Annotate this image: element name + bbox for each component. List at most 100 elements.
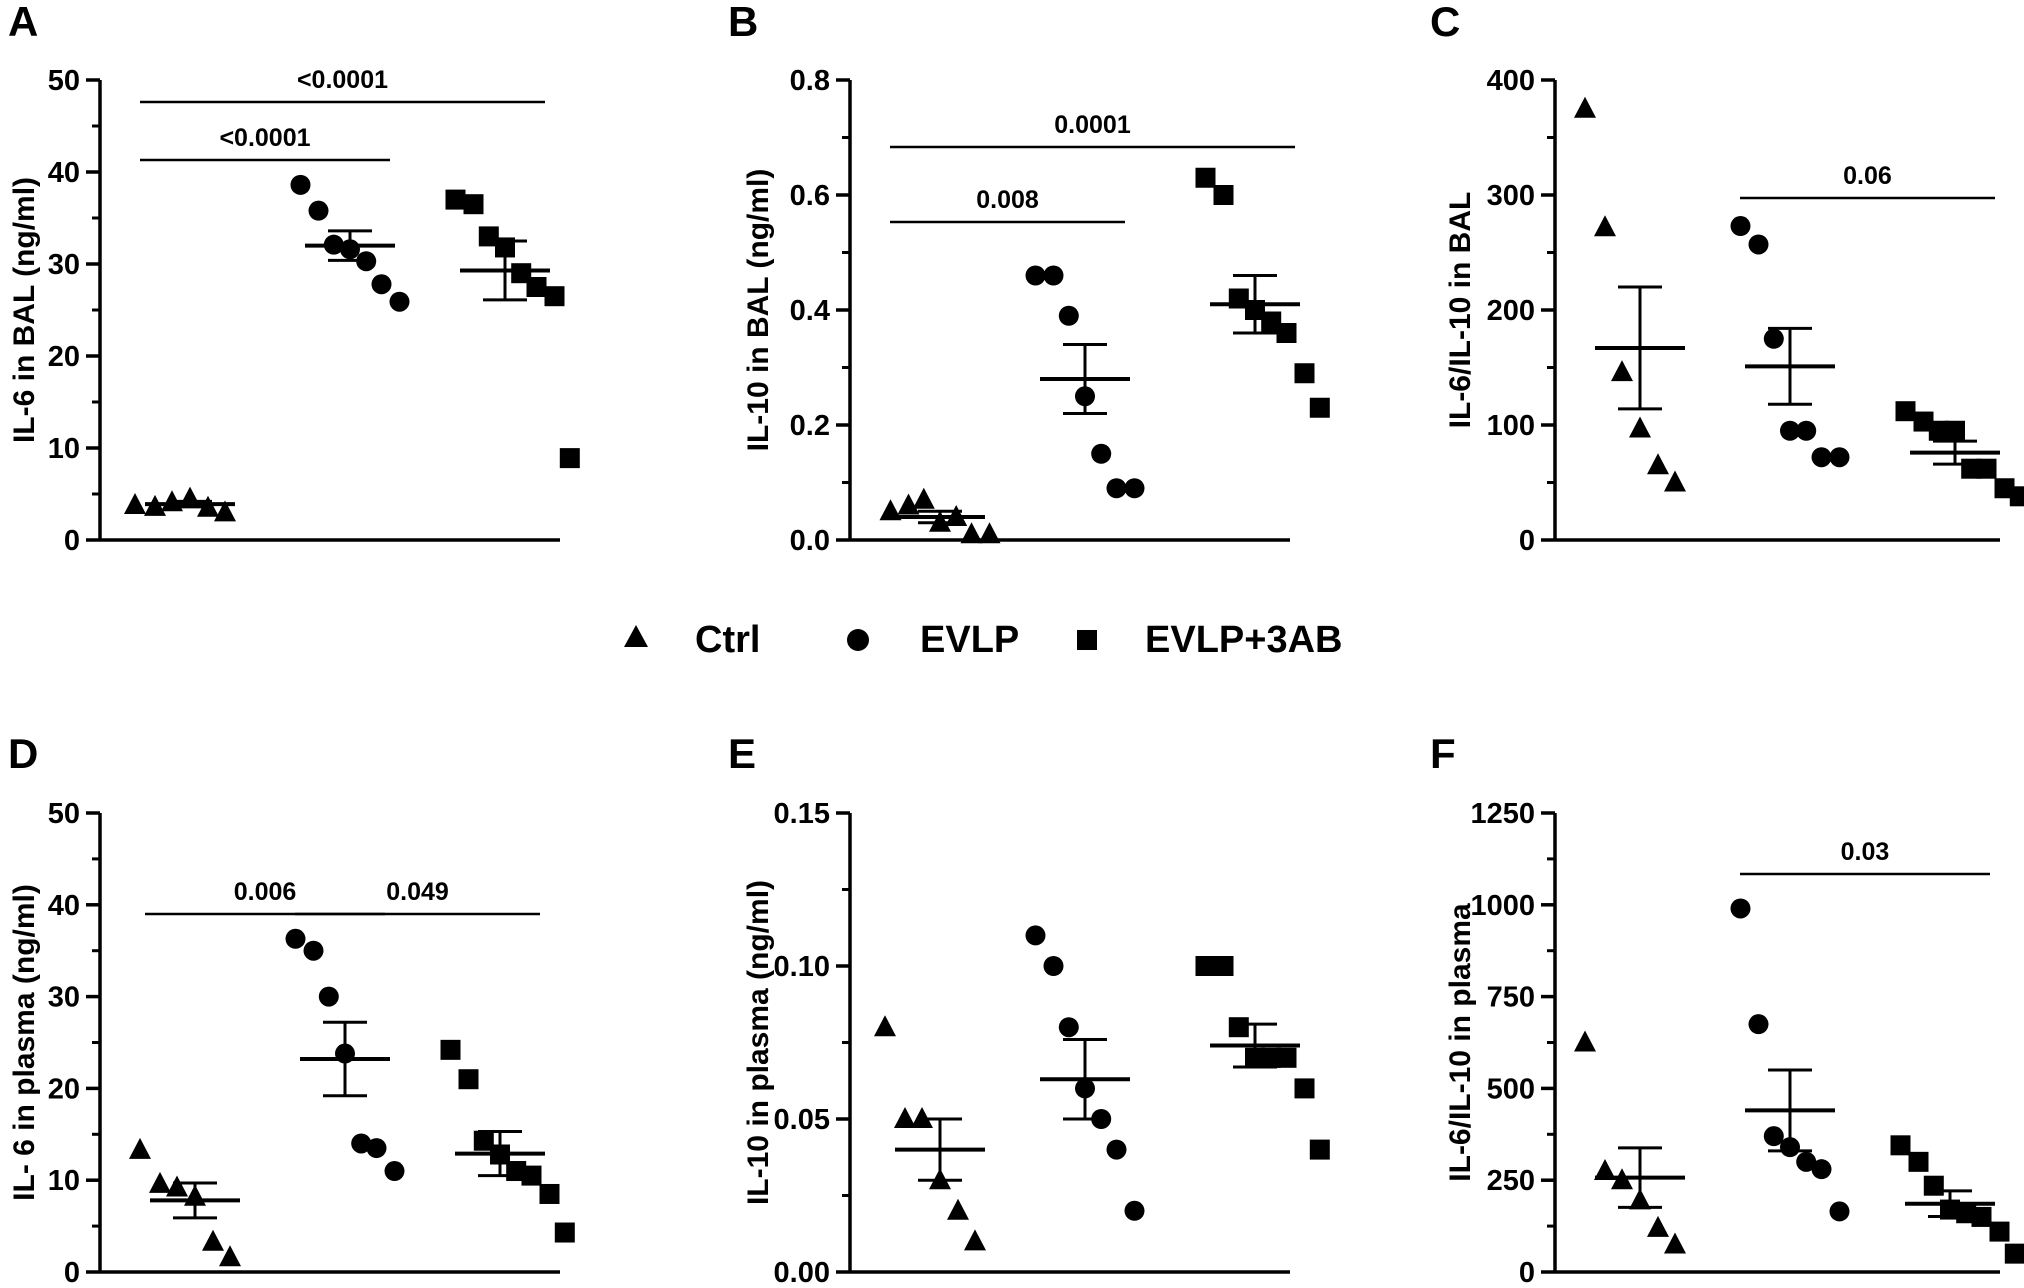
y-axis-label: IL- 6 in plasma (ng/ml)	[8, 884, 41, 1201]
y-tick-label: 0.6	[790, 180, 830, 212]
legend-square-marker	[1077, 630, 1097, 650]
panel-letter: D	[8, 730, 38, 777]
data-point-square	[1908, 1151, 1929, 1172]
data-point-square	[554, 1222, 575, 1243]
legend-circle-marker	[847, 629, 869, 651]
data-point-square	[1276, 1047, 1297, 1068]
data-point-triangle	[149, 1171, 171, 1193]
significance-label: 0.0001	[1054, 111, 1131, 139]
data-point-triangle	[1611, 360, 1633, 382]
data-point-triangle	[214, 500, 236, 522]
data-point-square	[1971, 1206, 1992, 1227]
y-tick-label: 0.2	[790, 410, 830, 442]
data-point-triangle	[1664, 1232, 1686, 1254]
panel-letter: C	[1430, 0, 1460, 45]
y-tick-label: 250	[1487, 1165, 1535, 1197]
data-point-triangle	[166, 1175, 188, 1197]
panel-b: B 0.0 0.2 0.4 0.6 0.8 IL-10 in BAL (ng/ml) 0.00…	[728, 0, 1330, 557]
data-point-circle	[1025, 265, 1046, 286]
data-point-square	[1294, 363, 1315, 384]
series-evlp-3ab	[1895, 401, 2024, 507]
series-evlp-3ab	[445, 189, 580, 469]
significance-label: 0.06	[1843, 162, 1892, 190]
data-point-circle	[1796, 1151, 1817, 1172]
y-tick-label: 50	[48, 65, 80, 97]
data-point-circle	[1748, 1014, 1769, 1035]
data-point-circle	[1748, 234, 1769, 255]
data-point-square	[1261, 1047, 1282, 1068]
significance-label: <0.0001	[219, 124, 310, 152]
y-tick-label: 0.05	[774, 1104, 830, 1136]
data-point-square	[1309, 397, 1330, 418]
legend-item-ctrl: Ctrl	[624, 619, 760, 661]
data-point-triangle	[124, 493, 146, 515]
panel-letter: E	[728, 730, 756, 777]
significance-label: 0.006	[234, 878, 297, 906]
y-axis-label: IL-6/IL-10 in plasma	[1444, 903, 1477, 1182]
data-point-square	[1213, 185, 1234, 205]
data-point-square	[1228, 1017, 1249, 1038]
y-tick-label: 0.8	[790, 65, 830, 97]
data-point-circle	[1829, 447, 1850, 468]
data-point-square	[1913, 411, 1934, 432]
y-tick-label: 100	[1487, 410, 1535, 442]
legend-label-evlp-3ab: EVLP+3AB	[1145, 619, 1342, 661]
data-point-square	[458, 1069, 479, 1090]
data-point-square	[1309, 1139, 1330, 1160]
data-point-square	[1976, 458, 1997, 479]
series-ctrl	[879, 487, 1001, 544]
y-tick-label: 50	[48, 798, 80, 830]
series-evlp-3ab	[1195, 956, 1330, 1160]
data-point-circle	[1829, 1201, 1850, 1222]
series-ctrl	[124, 486, 236, 522]
data-point-square	[2004, 1243, 2024, 1264]
y-tick-label: 0.10	[774, 951, 830, 983]
data-point-triangle	[1574, 96, 1596, 118]
data-point-circle	[389, 291, 410, 312]
data-point-square	[1994, 478, 2015, 499]
y-tick-label: 10	[48, 1165, 80, 1197]
y-tick-label: 400	[1487, 65, 1535, 97]
data-point-circle	[308, 200, 329, 221]
data-point-square	[1928, 420, 1949, 441]
data-point-triangle	[1594, 215, 1616, 237]
data-point-triangle	[964, 1229, 986, 1251]
data-point-triangle	[912, 487, 935, 509]
data-point-square	[539, 1183, 560, 1204]
data-point-circle	[1811, 1159, 1832, 1180]
series-evlp	[1025, 925, 1145, 1221]
panel-a: A 0 10 20 30 40 50 IL-6 in BAL (ng/ml) <0.0001 <0…	[8, 0, 580, 557]
data-point-square	[1195, 956, 1216, 976]
data-point-square	[511, 263, 532, 284]
y-axis-label: IL-6 in BAL (ng/ml)	[8, 177, 41, 443]
y-tick-label: 20	[48, 341, 80, 373]
legend-label-evlp: EVLP	[920, 619, 1019, 661]
series-evlp-3ab	[1195, 167, 1330, 418]
data-point-square	[1923, 1175, 1944, 1196]
data-point-triangle	[1574, 1030, 1596, 1052]
data-point-circle	[1058, 1017, 1079, 1038]
significance-label: 0.03	[1841, 838, 1890, 866]
data-point-circle	[1106, 478, 1127, 499]
data-point-square	[440, 1039, 461, 1060]
legend-label-ctrl: Ctrl	[695, 619, 760, 661]
series-evlp	[1025, 265, 1145, 499]
series-evlp	[290, 174, 410, 312]
data-point-square	[2009, 486, 2024, 507]
legend-item-evlp: EVLP	[847, 619, 1019, 661]
data-point-circle	[1043, 265, 1064, 286]
data-point-circle	[1025, 925, 1046, 946]
data-point-square	[1890, 1135, 1911, 1156]
panel-c: C 0 100 200 300 400 IL-6/IL-10 in BAL 0.06	[1430, 0, 2024, 557]
series-ctrl	[1574, 96, 1686, 492]
data-point-circle	[303, 940, 324, 961]
data-point-circle	[1091, 443, 1112, 464]
data-point-square	[1895, 401, 1916, 422]
data-point-triangle	[219, 1245, 241, 1267]
y-axis-label: IL-10 in BAL (ng/ml)	[742, 169, 775, 452]
legend-triangle-marker	[624, 625, 648, 647]
y-tick-label: 40	[48, 890, 80, 922]
data-point-circle	[1730, 216, 1751, 237]
y-tick-label: 500	[1487, 1073, 1535, 1105]
data-point-triangle	[947, 1198, 969, 1220]
